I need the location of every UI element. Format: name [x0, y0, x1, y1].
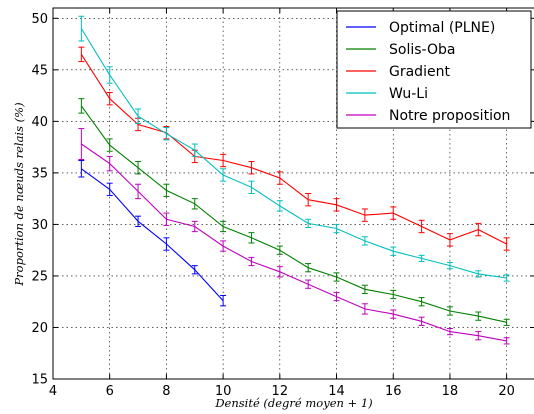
legend-label: Solis-Oba [389, 42, 455, 58]
series-4 [78, 128, 510, 345]
x-tick-label: 12 [272, 384, 289, 399]
series-line [80, 28, 507, 279]
legend-label: Optimal (PLNE) [389, 20, 495, 36]
x-tick-label: 10 [215, 384, 232, 399]
series-3 [78, 15, 510, 282]
legend-label: Gradient [389, 64, 450, 80]
y-tick-label: 15 [31, 373, 48, 388]
y-tick-label: 45 [31, 63, 48, 78]
y-tick-label: 50 [31, 12, 48, 27]
x-tick-label: 4 [49, 384, 57, 399]
x-axis-label: Densité (degré moyen + 1) [214, 396, 372, 410]
series-line [81, 143, 507, 342]
y-tick-label: 20 [31, 321, 48, 336]
x-tick-label: 16 [385, 384, 402, 399]
x-tick-label: 18 [442, 384, 459, 399]
y-tick-label: 40 [31, 115, 48, 130]
series-line [80, 105, 507, 323]
x-tick-label: 20 [498, 384, 515, 399]
legend-label: Notre proposition [389, 108, 510, 124]
series-line [81, 168, 224, 302]
legend: Optimal (PLNE) Solis-Oba Gradient Wu-Li Notr… [336, 10, 532, 129]
legend-label: Wu-Li [389, 86, 428, 102]
plot-frame [52, 7, 534, 380]
series-2 [78, 46, 510, 251]
y-axis-label: Proportion de nœuds relais (%) [12, 102, 26, 286]
legend-box [336, 10, 532, 129]
axis-ticks: 4 6 8 10 12 14 16 18 20 15 20 25 30 35 40 45 50 [31, 8, 534, 399]
y-tick-label: 25 [31, 269, 48, 284]
series-group [78, 15, 510, 345]
x-tick-label: 8 [162, 384, 170, 399]
y-tick-label: 30 [31, 218, 48, 233]
x-tick-label: 14 [328, 384, 345, 399]
y-tick-label: 35 [31, 166, 48, 181]
series-line [80, 54, 507, 245]
series-0 [78, 160, 227, 307]
series-1 [78, 98, 510, 326]
x-tick-label: 6 [106, 384, 114, 399]
